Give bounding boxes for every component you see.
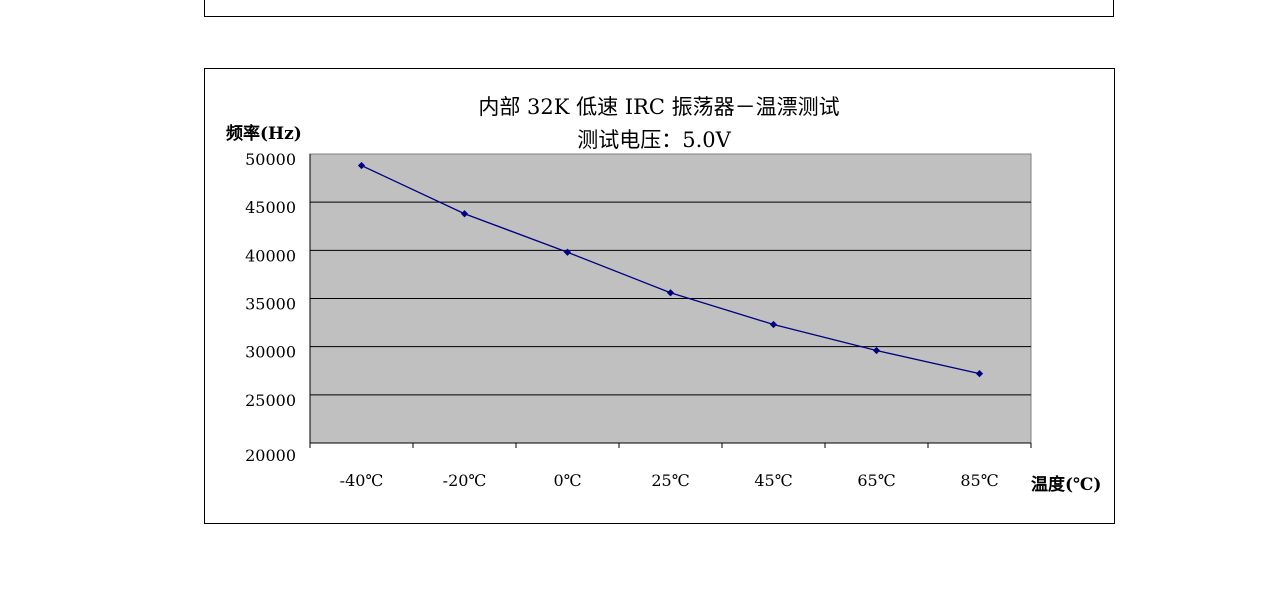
grid-lines bbox=[310, 153, 1031, 396]
x-axis-label: 温度(℃) bbox=[1031, 474, 1101, 495]
data-point bbox=[975, 370, 984, 378]
data-point bbox=[769, 320, 778, 329]
chart-subtitle: 测试电压：5.0V bbox=[577, 128, 731, 152]
x-tick-label: 65℃ bbox=[857, 471, 895, 490]
y-tick-label: 35000 bbox=[245, 295, 296, 314]
chart-title: 内部 32K 低速 IRC 振荡器－温漂测试 bbox=[478, 95, 839, 119]
data-point bbox=[460, 210, 469, 218]
x-tick-label: 45℃ bbox=[754, 471, 792, 490]
y-tick-label: 25000 bbox=[245, 391, 296, 410]
previous-chart-frame bbox=[204, 0, 1114, 17]
y-tick-label: 50000 bbox=[245, 150, 296, 169]
data-point bbox=[872, 346, 881, 355]
x-tick-label: -40℃ bbox=[340, 471, 384, 490]
data-point bbox=[563, 248, 572, 256]
y-tick-label: 30000 bbox=[245, 343, 296, 362]
x-tick-label: 0℃ bbox=[553, 471, 581, 490]
y-tick-labels: 50000 45000 40000 35000 30000 25000 20000 bbox=[245, 150, 296, 465]
data-point bbox=[666, 289, 675, 297]
series-group bbox=[357, 161, 984, 378]
axes bbox=[309, 154, 1032, 448]
y-tick-label: 20000 bbox=[245, 446, 296, 465]
x-tick-label: 25℃ bbox=[651, 471, 689, 490]
y-axis-label: 频率(Hz) bbox=[226, 123, 302, 144]
data-point bbox=[357, 161, 366, 170]
y-tick-label: 40000 bbox=[245, 246, 296, 265]
x-tick-labels: -40℃ -20℃ 0℃ 25℃ 45℃ 65℃ 85℃ bbox=[340, 471, 999, 490]
x-tick-label: -20℃ bbox=[443, 471, 487, 490]
x-tick-label: 85℃ bbox=[960, 471, 998, 490]
y-tick-label: 45000 bbox=[245, 198, 296, 217]
